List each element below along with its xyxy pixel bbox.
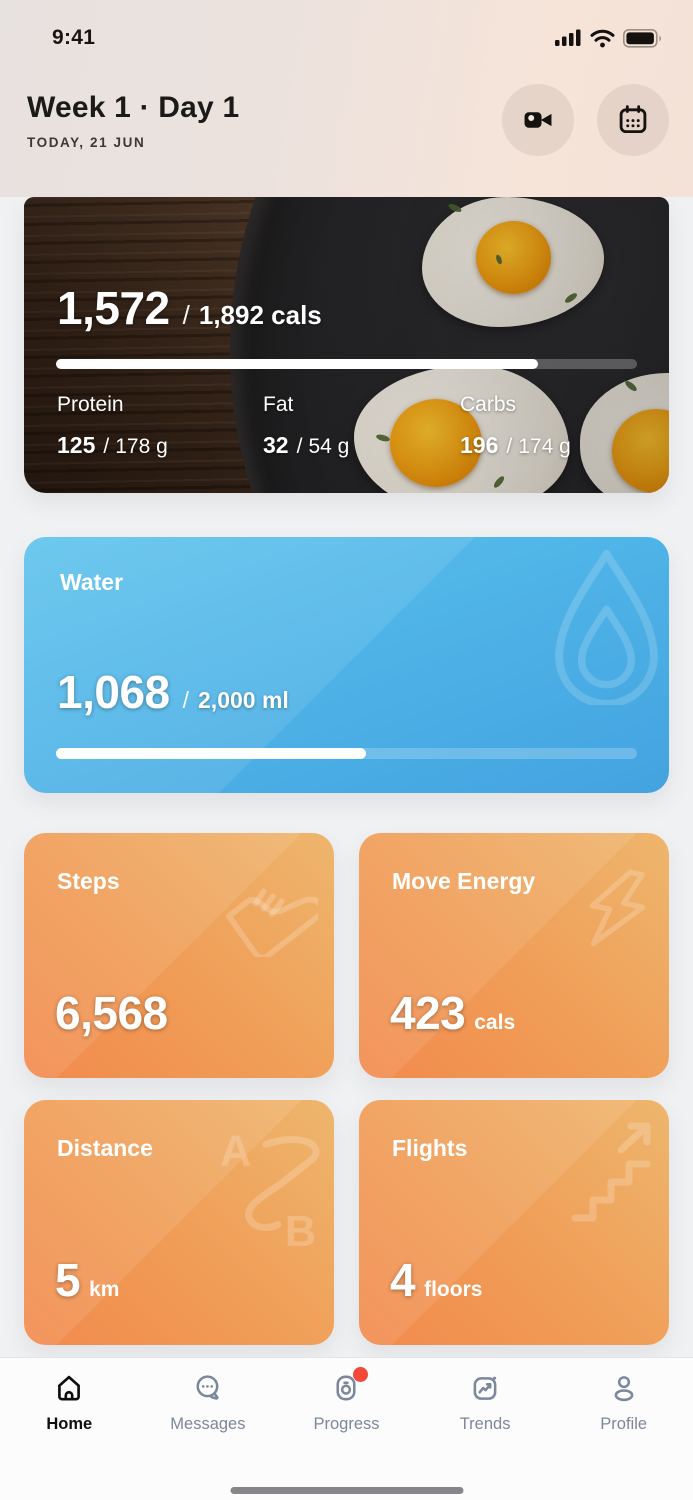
tab-profile[interactable]: Profile — [554, 1371, 693, 1434]
tab-trends[interactable]: Trends — [416, 1371, 555, 1434]
water-progress-fill — [56, 748, 367, 759]
calories-summary: 1,572 / 1,892 cals — [57, 281, 322, 335]
sneaker-icon — [225, 888, 318, 957]
macro-label: Fat — [263, 393, 294, 416]
water-title: Water — [60, 569, 124, 595]
header: 9:41 — [0, 0, 693, 197]
macro-fat: Fat 32 / 54 g — [263, 393, 460, 459]
macro-separator: / — [296, 435, 303, 458]
calories-separator: / — [182, 300, 190, 330]
macro-value: 125 — [57, 432, 96, 458]
tab-home[interactable]: Home — [0, 1371, 139, 1434]
tab-label: Progress — [313, 1415, 380, 1433]
macro-label: Protein — [57, 393, 124, 416]
water-card[interactable]: Water 1,068 / 2,000 ml — [24, 537, 669, 793]
status-time: 9:41 — [52, 26, 96, 49]
flights-value-row: 4 floors — [390, 1253, 482, 1307]
tab-label: Profile — [600, 1415, 648, 1433]
steps-value-row: 6,568 — [55, 986, 168, 1040]
messages-icon — [191, 1371, 225, 1405]
svg-text:A: A — [220, 1127, 252, 1176]
svg-text:B: B — [285, 1207, 317, 1254]
move-energy-card[interactable]: Move Energy 423 cals — [359, 833, 669, 1078]
water-progress-track — [56, 748, 637, 759]
move-energy-value: 423 — [390, 987, 466, 1039]
tab-label: Messages — [170, 1415, 246, 1433]
macro-label: Carbs — [460, 393, 517, 416]
move-energy-value-row: 423 cals — [390, 986, 515, 1040]
trends-icon — [468, 1371, 502, 1405]
profile-icon — [607, 1371, 641, 1405]
move-energy-title: Move Energy — [392, 868, 536, 894]
battery-icon — [623, 28, 661, 48]
video-button[interactable] — [502, 84, 574, 156]
macro-separator: / — [506, 435, 513, 458]
macro-goal: 54 g — [308, 435, 350, 458]
macro-value: 196 — [460, 432, 499, 458]
calories-progress-track — [56, 359, 637, 369]
home-indicator[interactable] — [230, 1487, 463, 1494]
header-titles: Week 1 · Day 1 TODAY, 21 JUN — [27, 91, 239, 150]
water-value: 1,068 — [57, 666, 170, 718]
calories-card[interactable]: 1,572 / 1,892 cals Protein 125 / 178 g F… — [24, 197, 669, 493]
notification-badge — [353, 1367, 369, 1382]
tab-label: Trends — [459, 1415, 511, 1433]
macro-carbs: Carbs 196 / 174 g — [460, 393, 655, 459]
egg-yolk — [390, 399, 482, 487]
stairs-up-icon — [571, 1122, 651, 1222]
flights-title: Flights — [392, 1135, 468, 1161]
move-energy-unit: cals — [474, 1011, 516, 1034]
water-summary: 1,068 / 2,000 ml — [57, 665, 289, 719]
steps-title: Steps — [57, 868, 120, 894]
page-subtitle: TODAY, 21 JUN — [27, 134, 146, 150]
status-bar: 9:41 — [0, 0, 693, 56]
page-title: Week 1 · Day 1 — [27, 90, 240, 124]
distance-unit: km — [89, 1278, 120, 1301]
egg-yolk — [476, 221, 551, 294]
a-to-b-route-icon: A B — [220, 1127, 320, 1254]
flights-value: 4 — [390, 1254, 416, 1306]
lightning-bolt-icon — [589, 869, 646, 947]
calories-value: 1,572 — [57, 282, 170, 334]
macro-goal: 178 g — [115, 435, 168, 458]
steps-card[interactable]: Steps 6,568 — [24, 833, 334, 1078]
tab-progress[interactable]: Progress — [277, 1367, 416, 1434]
distance-card[interactable]: A B Distance 5 km — [24, 1100, 334, 1345]
water-drop-icon — [555, 549, 658, 705]
calendar-icon — [619, 105, 647, 134]
macros-row: Protein 125 / 178 g Fat 32 / 54 g — [57, 393, 655, 459]
tab-messages[interactable]: Messages — [139, 1371, 278, 1434]
home-icon — [52, 1371, 86, 1405]
wifi-icon — [590, 29, 615, 47]
tab-label: Home — [46, 1415, 93, 1433]
macro-goal: 174 g — [518, 435, 571, 458]
flights-unit: floors — [424, 1278, 483, 1301]
video-camera-icon — [524, 112, 552, 128]
distance-value-row: 5 km — [55, 1253, 119, 1307]
distance-title: Distance — [57, 1135, 153, 1161]
water-goal: 2,000 ml — [198, 687, 289, 713]
macro-value: 32 — [263, 432, 289, 458]
progress-icon — [329, 1367, 369, 1405]
calendar-button[interactable] — [597, 84, 669, 156]
flights-card[interactable]: Flights 4 floors — [359, 1100, 669, 1345]
status-icons — [555, 28, 663, 48]
cellular-signal-icon — [555, 29, 581, 46]
steps-value: 6,568 — [55, 987, 168, 1039]
calories-progress-fill — [56, 359, 539, 369]
macro-separator: / — [103, 435, 110, 458]
calories-goal: 1,892 cals — [198, 300, 322, 330]
photo-dark-overlay — [24, 197, 669, 493]
distance-value: 5 — [55, 1254, 81, 1306]
tab-bar: Home Messages — [0, 1357, 693, 1500]
macro-protein: Protein 125 / 178 g — [57, 393, 263, 459]
water-separator: / — [182, 687, 190, 713]
